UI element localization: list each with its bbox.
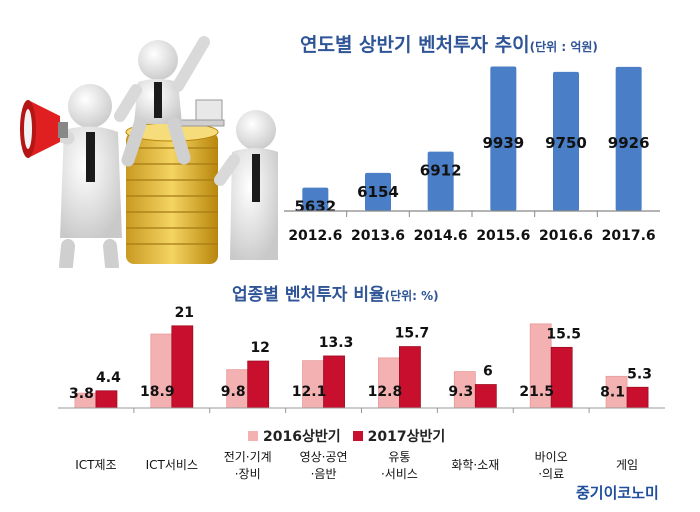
chart2-data-label-2016: 3.8 bbox=[69, 386, 94, 402]
chart2-unit: (단위: %) bbox=[384, 289, 439, 303]
chart2-category-label: 게임 bbox=[616, 458, 638, 472]
chart2-category-label: ·장비 bbox=[235, 467, 261, 481]
chart2-bar-2017 bbox=[626, 386, 649, 409]
chart2-bar-2017 bbox=[474, 384, 497, 409]
chart2-data-label-2017: 15.7 bbox=[395, 326, 430, 342]
chart1-bar bbox=[427, 151, 454, 211]
megaphone-icon bbox=[20, 100, 68, 158]
chart1-data-label: 6154 bbox=[357, 183, 399, 201]
chart2-data-label-2017: 15.5 bbox=[546, 326, 581, 342]
chart1-tick-label: 2015.6 bbox=[476, 228, 530, 244]
legend-item-2016: 2016상반기 bbox=[248, 426, 341, 446]
chart1-tick-label: 2014.6 bbox=[414, 228, 468, 244]
chart2-bar-2017 bbox=[550, 346, 573, 409]
chart2-category-label: 유통 bbox=[388, 450, 410, 464]
chart2-category-label: ·의료 bbox=[538, 467, 564, 481]
chart2-bar-2016 bbox=[378, 357, 400, 409]
chart2-data-label-2016: 9.3 bbox=[448, 384, 473, 400]
chart2-category-label: 화학·소재 bbox=[451, 458, 499, 472]
right-figure-icon bbox=[214, 110, 278, 260]
legend-label-2016: 2016상반기 bbox=[263, 429, 341, 445]
legend-swatch-2016 bbox=[248, 431, 258, 441]
chart1-tick-label: 2013.6 bbox=[351, 228, 405, 244]
chart2-category-label: ICT제조 bbox=[75, 458, 116, 472]
chart2-data-label-2017: 13.3 bbox=[319, 335, 354, 351]
chart1-tick-label: 2017.6 bbox=[602, 228, 656, 244]
chart1-bar bbox=[302, 187, 329, 211]
chart2-data-label-2017: 21 bbox=[175, 305, 194, 321]
chart1-tick-label: 2012.6 bbox=[288, 228, 342, 244]
chart2-data-label-2016: 21.5 bbox=[519, 384, 554, 400]
chart2-data-label-2017: 6 bbox=[483, 364, 493, 380]
chart2-title-text: 업종별 벤처투자 비율 bbox=[232, 285, 385, 305]
chart2-data-label-2017: 12 bbox=[250, 340, 269, 356]
chart2-bar-2017 bbox=[247, 360, 270, 409]
sitting-figure-icon bbox=[114, 36, 210, 167]
chart1-bar bbox=[365, 172, 391, 211]
chart2-data-label-2016: 9.8 bbox=[221, 384, 246, 400]
chart2-category-label: 바이오 bbox=[535, 450, 568, 464]
chart2-legend: 2016상반기 2017상반기 bbox=[248, 426, 457, 446]
chart1-data-label: 5632 bbox=[294, 198, 336, 216]
chart2-data-label-2016: 12.1 bbox=[292, 384, 327, 400]
legend-item-2017: 2017상반기 bbox=[352, 426, 446, 446]
legend-label-2017: 2017상반기 bbox=[367, 429, 446, 445]
chart2-category-label: 전기·기계 bbox=[224, 450, 272, 464]
chart2-category-label: 영상·공연 bbox=[300, 450, 348, 464]
legend-swatch-2017 bbox=[352, 431, 363, 441]
brand-logo: 중기이코노미 bbox=[576, 484, 659, 502]
chart1-bar bbox=[490, 66, 517, 211]
chart1-data-label: 9939 bbox=[482, 134, 524, 152]
laptop-icon bbox=[179, 99, 225, 127]
chart2-bar-2017 bbox=[399, 346, 421, 409]
chart2-bar-2017 bbox=[171, 325, 194, 409]
chart1-data-label: 9750 bbox=[545, 134, 587, 152]
chart2-title: 업종별 벤처투자 비율(단위: %) bbox=[232, 280, 439, 305]
chart2-category-label: ·서비스 bbox=[381, 467, 418, 481]
chart2-data-label-2017: 4.4 bbox=[96, 370, 121, 386]
chart2-data-label-2017: 5.3 bbox=[627, 366, 652, 382]
chart1-tick-label: 2016.6 bbox=[539, 228, 593, 244]
chart2-data-label-2016: 18.9 bbox=[140, 384, 175, 400]
chart1-unit: (단위 : 억원) bbox=[529, 40, 598, 54]
chart2-data-label-2016: 12.8 bbox=[368, 384, 403, 400]
chart2-data-label-2016: 8.1 bbox=[600, 384, 625, 400]
chart1-title-text: 연도별 상반기 벤처투자 추이 bbox=[300, 34, 530, 56]
chart1-data-label: 9926 bbox=[608, 134, 650, 152]
chart2-category-label: ·음반 bbox=[311, 467, 337, 481]
chart1-bar bbox=[615, 66, 642, 212]
chart1-bar bbox=[553, 71, 579, 211]
chart2-bar-2017 bbox=[323, 355, 345, 409]
chart1-data-label: 6912 bbox=[420, 162, 462, 180]
chart1-title: 연도별 상반기 벤처투자 추이(단위 : 억원) bbox=[300, 30, 598, 57]
businessmen-illustration bbox=[20, 36, 278, 268]
chart2-category-label: ICT서비스 bbox=[146, 458, 198, 472]
chart2-bar-2017 bbox=[95, 390, 118, 409]
